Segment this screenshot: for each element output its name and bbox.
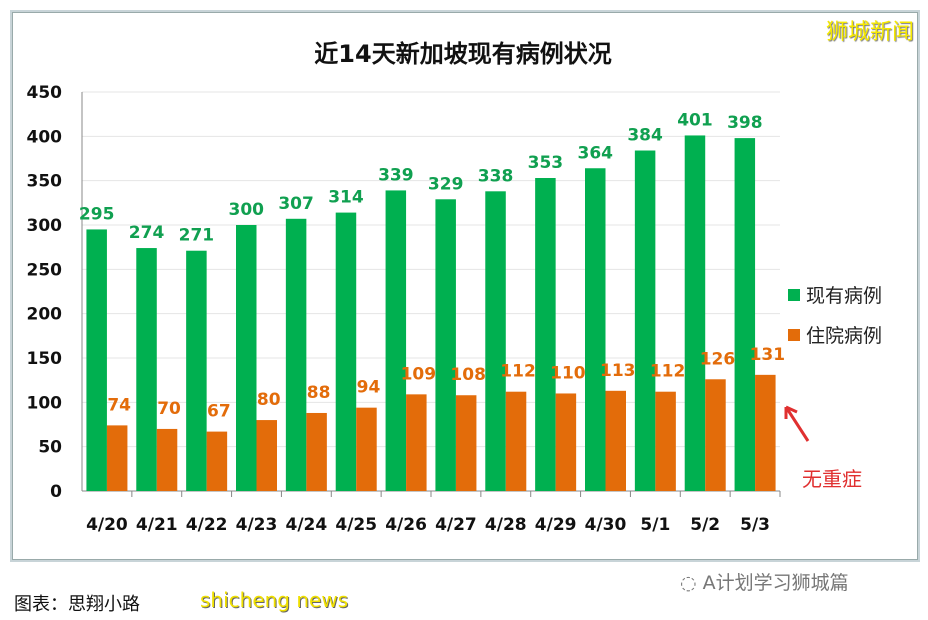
bar-hospitalized (156, 428, 178, 491)
data-label: 271 (179, 226, 215, 246)
annotation-text: 无重症 (802, 467, 862, 491)
y-tick-label: 50 (38, 438, 62, 458)
x-tick-label: 4/28 (485, 515, 527, 535)
y-tick-label: 300 (27, 216, 63, 236)
bar-active (585, 168, 606, 491)
data-label: 338 (478, 166, 514, 186)
bar-hospitalized (106, 425, 128, 491)
bar-hospitalized (755, 374, 776, 491)
bar-active (335, 212, 357, 491)
x-tick-label: 4/29 (535, 515, 577, 535)
x-tick-label: 5/3 (740, 515, 770, 535)
data-label: 329 (428, 174, 464, 194)
bar-hospitalized (455, 395, 477, 491)
legend-swatch (788, 289, 800, 301)
x-tick-label: 4/26 (385, 515, 427, 535)
data-label: 110 (550, 363, 586, 383)
data-label: 126 (700, 349, 736, 369)
data-label: 339 (378, 165, 414, 185)
bar-hospitalized (655, 391, 676, 491)
data-label: 353 (528, 153, 564, 173)
y-tick-label: 350 (27, 172, 63, 192)
data-label: 67 (207, 402, 231, 422)
data-label: 300 (229, 200, 265, 220)
bar-active (285, 218, 307, 491)
bar-hospitalized (256, 420, 277, 491)
data-label: 112 (650, 362, 686, 382)
y-tick-label: 100 (27, 393, 63, 413)
data-label: 74 (107, 395, 131, 415)
x-tick-label: 4/25 (335, 515, 377, 535)
bar-active (634, 150, 656, 491)
data-label: 401 (677, 110, 713, 130)
x-tick-label: 4/27 (435, 515, 477, 535)
bar-active (684, 135, 706, 492)
data-label: 384 (627, 126, 663, 146)
x-tick-label: 4/21 (136, 515, 178, 535)
bar-hospitalized (206, 431, 228, 491)
legend-label: 住院病例 (806, 325, 882, 347)
footer-watermark: shicheng news (200, 588, 349, 612)
data-label: 113 (600, 361, 636, 381)
data-label: 94 (357, 378, 381, 398)
legend-label: 现有病例 (806, 285, 882, 307)
x-tick-label: 4/22 (186, 515, 228, 535)
data-label: 364 (578, 143, 614, 163)
data-label: 307 (278, 194, 314, 214)
data-label: 398 (727, 113, 763, 133)
x-tick-label: 4/30 (585, 515, 627, 535)
data-label: 314 (328, 188, 364, 208)
bar-hospitalized (306, 412, 327, 491)
y-tick-label: 150 (27, 349, 63, 369)
bar-hospitalized (406, 394, 427, 491)
data-label: 295 (79, 204, 115, 224)
y-tick-label: 250 (27, 260, 63, 280)
bar-active (186, 250, 207, 491)
x-tick-label: 5/2 (690, 515, 720, 535)
data-label: 70 (157, 399, 181, 419)
data-label: 131 (750, 345, 786, 365)
bar-hospitalized (555, 393, 577, 491)
watermark: 狮城新闻 (825, 20, 914, 45)
data-label: 108 (450, 365, 486, 385)
bar-active (485, 191, 506, 491)
annotation-arrow (784, 405, 810, 442)
bar-active (734, 138, 756, 491)
y-tick-label: 200 (27, 305, 63, 325)
wechat-text: A计划学习狮城篇 (702, 572, 849, 594)
chart-title: 近14天新加坡现有病例状况 (314, 40, 611, 68)
bar-active (435, 199, 456, 491)
bar-hospitalized (605, 390, 626, 491)
bar-active (236, 225, 257, 491)
bar-active (136, 248, 157, 491)
x-tick-label: 4/23 (236, 515, 278, 535)
bar-active (385, 190, 407, 492)
bar-hospitalized (356, 407, 377, 491)
data-label: 109 (401, 364, 437, 384)
x-tick-label: 4/20 (86, 515, 128, 535)
wechat-label: ◌ A计划学习狮城篇 (680, 568, 849, 595)
x-tick-label: 5/1 (640, 515, 670, 535)
data-label: 112 (500, 362, 536, 382)
y-tick-label: 0 (50, 482, 62, 502)
data-label: 80 (257, 390, 281, 410)
bar-hospitalized (705, 379, 726, 491)
bar-hospitalized (505, 391, 527, 491)
x-tick-label: 4/24 (286, 515, 328, 535)
data-label: 88 (307, 383, 331, 403)
y-tick-label: 450 (27, 83, 63, 103)
legend-swatch (788, 329, 800, 341)
y-tick-label: 400 (27, 127, 63, 147)
data-label: 274 (129, 223, 165, 243)
bar-active (535, 178, 556, 492)
wechat-icon: ◌ (680, 572, 703, 594)
footer-credit: 图表：思翔小路 (14, 594, 140, 615)
bar-active (86, 229, 107, 491)
